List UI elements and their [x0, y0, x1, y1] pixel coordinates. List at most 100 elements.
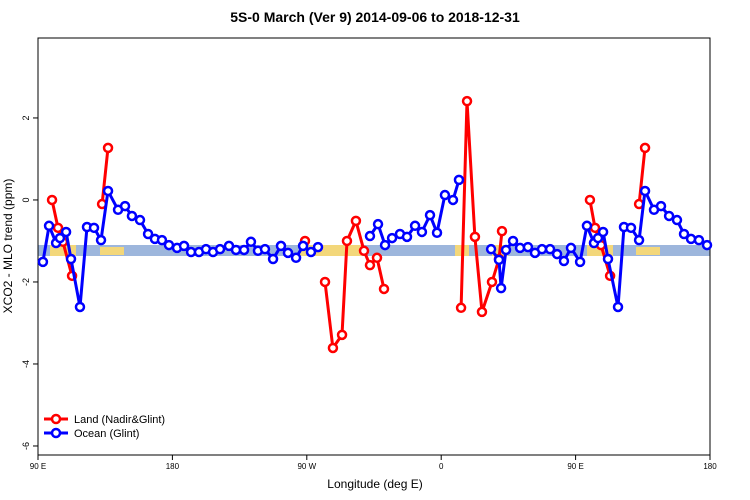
data-point — [558, 255, 570, 267]
data-point — [639, 142, 651, 154]
data-point — [102, 185, 114, 197]
data-point — [439, 189, 451, 201]
x-tick-label: 90 E — [30, 462, 46, 471]
data-point — [693, 234, 705, 246]
series-line — [41, 179, 708, 309]
data-point — [102, 142, 114, 154]
y-axis-label: XCO2 - MLO trend (ppm) — [1, 179, 15, 314]
data-point — [341, 235, 353, 247]
data-point — [319, 276, 331, 288]
data-point — [238, 244, 250, 256]
data-point — [424, 209, 436, 221]
data-point — [612, 301, 624, 313]
data-point — [54, 232, 66, 244]
data-point — [522, 241, 534, 253]
y-tick-label: -2 — [21, 278, 31, 286]
data-point — [416, 226, 428, 238]
data-point — [267, 253, 279, 265]
data-point — [493, 254, 505, 266]
x-tick-label: 90 W — [297, 462, 316, 471]
data-point — [119, 200, 131, 212]
data-point — [37, 256, 49, 268]
y-tick-label: 0 — [21, 197, 31, 202]
data-point — [327, 342, 339, 354]
data-point — [671, 214, 683, 226]
data-point — [486, 276, 498, 288]
data-point — [401, 231, 413, 243]
data-point — [544, 243, 556, 255]
data-point — [65, 253, 77, 265]
data-point — [60, 226, 72, 238]
data-point — [163, 239, 175, 251]
y-tick-label: 2 — [21, 115, 31, 120]
data-point — [597, 226, 609, 238]
data-point — [134, 214, 146, 226]
data-point — [663, 210, 675, 222]
data-point — [500, 244, 512, 256]
data-point — [536, 243, 548, 255]
data-point — [574, 256, 586, 268]
data-point — [259, 243, 271, 255]
data-point — [409, 220, 421, 232]
data-point — [358, 245, 370, 257]
legend-marker — [50, 413, 62, 425]
legend: Land (Nadir&Glint) Ocean (Glint) — [44, 413, 165, 440]
data-point — [379, 239, 391, 251]
data-point — [74, 301, 86, 313]
data-point — [378, 283, 390, 295]
data-point — [565, 242, 577, 254]
data-point — [43, 220, 55, 232]
data-point — [678, 228, 690, 240]
data-point — [336, 329, 348, 341]
data-point — [46, 194, 58, 206]
data-point — [282, 247, 294, 259]
data-point — [431, 227, 443, 239]
data-point — [371, 252, 383, 264]
data-point — [476, 306, 488, 318]
x-tick-label: 180 — [166, 462, 180, 471]
data-point — [305, 246, 317, 258]
data-point — [52, 222, 64, 234]
data-point — [142, 228, 154, 240]
data-point — [364, 230, 376, 242]
data-point — [95, 234, 107, 246]
data-point — [230, 244, 242, 256]
x-tick-label: 180 — [703, 462, 717, 471]
data-point — [364, 259, 376, 271]
data-point — [685, 233, 697, 245]
data-point — [551, 248, 563, 260]
data-point — [455, 302, 467, 314]
data-point — [126, 210, 138, 222]
data-point — [602, 253, 614, 265]
data-point — [156, 234, 168, 246]
data-point — [625, 222, 637, 234]
data-point — [581, 220, 593, 232]
data-point — [485, 243, 497, 255]
data-point — [633, 234, 645, 246]
data-point — [453, 174, 465, 186]
data-point — [507, 235, 519, 247]
y-tick-label: -6 — [21, 442, 31, 450]
data-point — [495, 282, 507, 294]
data-point — [178, 240, 190, 252]
data-point — [290, 252, 302, 264]
data-point — [275, 240, 287, 252]
data-point — [350, 215, 362, 227]
data-point — [372, 218, 384, 230]
legend-label: Land (Nadir&Glint) — [74, 414, 165, 426]
data-point — [312, 241, 324, 253]
y-tick-label: -4 — [21, 360, 31, 368]
legend-marker — [50, 427, 62, 439]
data-point — [88, 222, 100, 234]
data-point — [469, 231, 481, 243]
x-tick-label: 90 E — [567, 462, 583, 471]
data-point — [655, 200, 667, 212]
data-point — [701, 239, 713, 251]
data-point — [297, 240, 309, 252]
data-point — [214, 243, 226, 255]
legend-label: Ocean (Glint) — [74, 428, 139, 440]
data-point — [386, 232, 398, 244]
chart-title: 5S-0 March (Ver 9) 2014-09-06 to 2018-12… — [230, 9, 520, 25]
data-point — [496, 225, 508, 237]
